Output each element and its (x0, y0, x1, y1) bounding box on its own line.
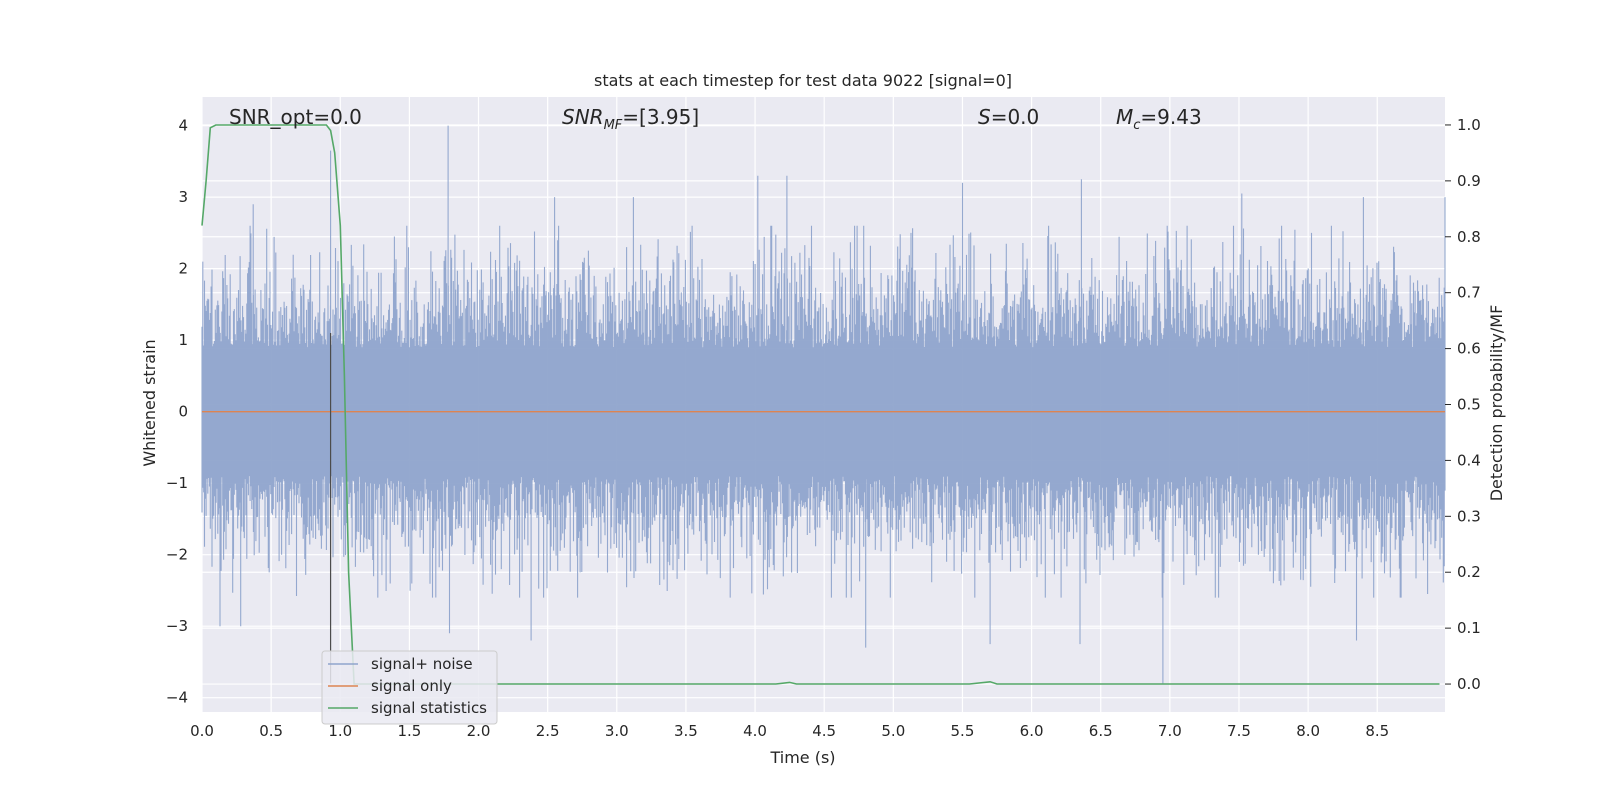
annotation-mc: Mc=9.43 (1116, 105, 1202, 133)
signal-noise-trace (201, 125, 1446, 684)
y-tick-label-right: 0.6 (1457, 340, 1481, 358)
series-signal-noise (201, 125, 1446, 684)
x-tick-label: 6.0 (1020, 722, 1044, 740)
axis-ticks: 0.0 0.5 1.0 1.5 2.0 2.5 3.0 3.5 4.0 4.5 5.0 5.5 6.0 6… (166, 116, 1481, 740)
annotation-snr-opt: SNR_opt=0.0 (229, 105, 362, 129)
x-tick-label: 4.0 (743, 722, 767, 740)
annotation-s-value: =0.0 (991, 105, 1040, 129)
annotation-s: S=0.0 (978, 105, 1039, 129)
x-tick-label: 6.5 (1089, 722, 1113, 740)
series-signal-only (202, 332, 1445, 684)
y-tick-label-right: 0.2 (1457, 563, 1481, 581)
y-tick-label-left: −3 (166, 617, 188, 635)
series-signal-statistics (201, 124, 1440, 685)
x-tick-label: 7.5 (1227, 722, 1251, 740)
annotation-mc-value: =9.43 (1140, 105, 1201, 129)
annotation-snr-mf-main: SNR (562, 105, 604, 129)
legend-label-signal-statistics: signal statistics (371, 699, 487, 717)
y-tick-label-right: 0.7 (1457, 284, 1481, 302)
y-tick-label-left: −4 (166, 689, 188, 707)
y-tick-label-right: 1.0 (1457, 116, 1481, 134)
annotation-s-main: S (978, 105, 991, 129)
y-tick-label-left: 0 (178, 403, 188, 421)
x-tick-label: 1.0 (328, 722, 352, 740)
y-tick-label-right: 0.5 (1457, 396, 1481, 414)
x-tick-label: 8.0 (1296, 722, 1320, 740)
x-tick-label: 2.0 (467, 722, 491, 740)
x-tick-label: 5.5 (951, 722, 975, 740)
x-tick-label: 1.5 (397, 722, 421, 740)
legend-label-signal-only: signal only (371, 677, 452, 695)
legend-box (321, 650, 498, 725)
y-tick-label-right: 0.8 (1457, 228, 1481, 246)
x-tick-label: 2.5 (536, 722, 560, 740)
legend-label-signal-noise: signal+ noise (371, 655, 473, 673)
y-tick-label-left: 2 (178, 260, 188, 278)
y-axis-label-right: Detection probability/MF (1487, 305, 1506, 502)
signal-statistics-line (201, 124, 1440, 685)
chart-title: stats at each timestep for test data 902… (594, 71, 1012, 90)
annotation-mc-sub: c (1133, 118, 1140, 133)
annotation-snr-mf-value: =[3.95] (622, 105, 699, 129)
y-tick-label-right: 0.0 (1457, 675, 1481, 693)
y-tick-label-left: −1 (166, 474, 188, 492)
y-tick-label-right: 0.9 (1457, 172, 1481, 190)
y-tick-label-left: 1 (178, 331, 188, 349)
y-tick-label-right: 0.1 (1457, 619, 1481, 637)
y-tick-label-right: 0.4 (1457, 451, 1481, 469)
x-tick-label: 3.5 (674, 722, 698, 740)
x-tick-label: 8.5 (1365, 722, 1389, 740)
y-tick-label-left: 3 (178, 188, 188, 206)
annotation-snr-mf: SNRMF=[3.95] (562, 105, 699, 133)
y-axis-label-left: Whitened strain (140, 339, 159, 466)
x-tick-label: 5.0 (881, 722, 905, 740)
annotation-snr-mf-sub: MF (604, 118, 623, 133)
annotation-mc-main: M (1116, 105, 1133, 129)
y-tick-label-right: 0.3 (1457, 507, 1481, 525)
x-tick-label: 3.0 (605, 722, 629, 740)
x-tick-label: 0.5 (259, 722, 283, 740)
x-tick-label: 7.0 (1158, 722, 1182, 740)
x-axis-label: Time (s) (769, 748, 835, 767)
x-tick-label: 4.5 (812, 722, 836, 740)
x-tick-label: 0.0 (190, 722, 214, 740)
y-tick-label-left: 4 (178, 117, 188, 135)
y-tick-label-left: −2 (166, 546, 188, 564)
legend: signal+ noise signal only signal statist… (321, 650, 498, 725)
